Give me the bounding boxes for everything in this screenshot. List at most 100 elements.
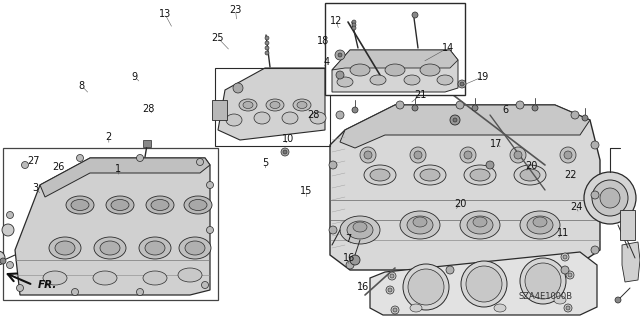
Circle shape bbox=[600, 188, 620, 208]
Polygon shape bbox=[15, 158, 210, 295]
Circle shape bbox=[514, 151, 522, 159]
Ellipse shape bbox=[151, 199, 169, 211]
Ellipse shape bbox=[470, 169, 490, 181]
Ellipse shape bbox=[49, 237, 81, 259]
Circle shape bbox=[396, 101, 404, 109]
Ellipse shape bbox=[413, 217, 427, 227]
Ellipse shape bbox=[282, 112, 298, 124]
Circle shape bbox=[136, 288, 143, 295]
Text: 18: 18 bbox=[317, 36, 330, 47]
Ellipse shape bbox=[66, 196, 94, 214]
Text: 16: 16 bbox=[356, 282, 369, 292]
Ellipse shape bbox=[100, 241, 120, 255]
Ellipse shape bbox=[353, 222, 367, 232]
Text: 14: 14 bbox=[442, 43, 454, 53]
Text: 13: 13 bbox=[159, 9, 172, 19]
Ellipse shape bbox=[410, 304, 422, 312]
Text: 10: 10 bbox=[282, 134, 294, 144]
Circle shape bbox=[561, 253, 569, 261]
Circle shape bbox=[453, 118, 457, 122]
Circle shape bbox=[582, 115, 588, 121]
Circle shape bbox=[566, 271, 574, 279]
Ellipse shape bbox=[437, 75, 453, 85]
Text: FR.: FR. bbox=[38, 280, 58, 290]
Ellipse shape bbox=[527, 216, 553, 234]
Circle shape bbox=[22, 161, 29, 168]
Circle shape bbox=[456, 101, 464, 109]
Polygon shape bbox=[332, 50, 458, 92]
Circle shape bbox=[486, 161, 494, 169]
Ellipse shape bbox=[106, 196, 134, 214]
Ellipse shape bbox=[189, 199, 207, 211]
Circle shape bbox=[408, 269, 444, 305]
Ellipse shape bbox=[239, 99, 257, 111]
Ellipse shape bbox=[420, 169, 440, 181]
Circle shape bbox=[17, 285, 24, 292]
Ellipse shape bbox=[514, 165, 546, 185]
Bar bbox=[215, 68, 330, 146]
Text: 22: 22 bbox=[564, 170, 577, 180]
Circle shape bbox=[6, 262, 13, 269]
Ellipse shape bbox=[43, 271, 67, 285]
Ellipse shape bbox=[254, 112, 270, 124]
Circle shape bbox=[466, 266, 502, 302]
Ellipse shape bbox=[184, 196, 212, 214]
Text: 1: 1 bbox=[115, 164, 122, 174]
Ellipse shape bbox=[243, 101, 253, 108]
Circle shape bbox=[591, 141, 599, 149]
Text: 25: 25 bbox=[211, 33, 224, 43]
Ellipse shape bbox=[185, 241, 205, 255]
Ellipse shape bbox=[179, 237, 211, 259]
Polygon shape bbox=[370, 252, 597, 315]
Circle shape bbox=[403, 264, 449, 310]
Circle shape bbox=[386, 286, 394, 294]
Ellipse shape bbox=[94, 237, 126, 259]
Text: 28: 28 bbox=[142, 104, 155, 114]
Circle shape bbox=[450, 115, 460, 125]
Polygon shape bbox=[330, 105, 600, 270]
Circle shape bbox=[571, 111, 579, 119]
Bar bbox=[620, 210, 635, 240]
Text: 12: 12 bbox=[330, 16, 342, 26]
Circle shape bbox=[196, 159, 204, 166]
Circle shape bbox=[412, 105, 418, 111]
Circle shape bbox=[265, 41, 269, 45]
Ellipse shape bbox=[467, 216, 493, 234]
Ellipse shape bbox=[554, 296, 566, 304]
Circle shape bbox=[352, 20, 356, 24]
Ellipse shape bbox=[494, 304, 506, 312]
Ellipse shape bbox=[93, 271, 117, 285]
Circle shape bbox=[2, 224, 14, 236]
Circle shape bbox=[460, 82, 464, 86]
Text: 20: 20 bbox=[454, 198, 467, 209]
Text: 11: 11 bbox=[557, 228, 570, 238]
Ellipse shape bbox=[464, 165, 496, 185]
Circle shape bbox=[458, 80, 466, 88]
Circle shape bbox=[388, 288, 392, 292]
Circle shape bbox=[346, 261, 354, 269]
Circle shape bbox=[561, 266, 569, 274]
Ellipse shape bbox=[370, 169, 390, 181]
Ellipse shape bbox=[226, 114, 242, 126]
Ellipse shape bbox=[143, 271, 167, 285]
Circle shape bbox=[136, 154, 143, 161]
Ellipse shape bbox=[400, 211, 440, 239]
Circle shape bbox=[525, 263, 561, 299]
Circle shape bbox=[233, 83, 243, 93]
Ellipse shape bbox=[139, 237, 171, 259]
Circle shape bbox=[510, 147, 526, 163]
Text: 23: 23 bbox=[229, 5, 242, 15]
Circle shape bbox=[464, 151, 472, 159]
Text: 8: 8 bbox=[79, 81, 85, 91]
Circle shape bbox=[566, 306, 570, 310]
Circle shape bbox=[461, 261, 507, 307]
Circle shape bbox=[265, 46, 269, 50]
Circle shape bbox=[516, 101, 524, 109]
Polygon shape bbox=[622, 242, 640, 282]
Ellipse shape bbox=[350, 64, 370, 76]
Bar bbox=[3, 148, 218, 300]
Circle shape bbox=[460, 147, 476, 163]
Ellipse shape bbox=[520, 169, 540, 181]
Ellipse shape bbox=[340, 216, 380, 244]
Circle shape bbox=[388, 272, 396, 280]
